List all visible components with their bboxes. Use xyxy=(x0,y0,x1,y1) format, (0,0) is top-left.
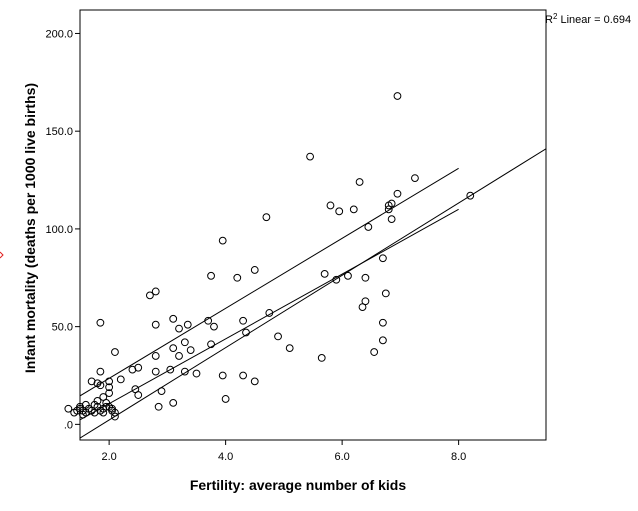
data-point xyxy=(183,320,192,329)
data-point xyxy=(111,348,119,356)
data-point xyxy=(180,367,189,376)
data-point xyxy=(151,352,160,360)
data-point xyxy=(355,178,364,186)
y-tick-label: 50.0 xyxy=(52,322,73,334)
data-point xyxy=(326,201,335,210)
data-point xyxy=(218,236,227,245)
data-point xyxy=(166,365,175,374)
data-point xyxy=(93,397,102,405)
axis-ticks: 2.0 4.0 6.0 8.0 .0 50.0 100.0 150.0 200.0 xyxy=(45,28,466,463)
r-squared-annotation: R2 Linear = 0.694 xyxy=(545,12,631,26)
r-squared-value: Linear = 0.694 xyxy=(557,14,631,26)
data-point xyxy=(146,291,154,300)
data-point xyxy=(242,328,250,337)
data-point xyxy=(379,318,387,327)
data-point xyxy=(250,377,259,386)
y-tick-label: 150.0 xyxy=(45,126,73,138)
data-point xyxy=(151,320,160,329)
y-tick-label: 200.0 xyxy=(45,28,73,40)
data-point xyxy=(134,391,143,399)
regression-line xyxy=(80,148,546,439)
data-point xyxy=(175,324,183,333)
data-point xyxy=(154,402,163,411)
data-point xyxy=(361,297,370,306)
data-point xyxy=(381,289,390,298)
data-points xyxy=(64,92,475,421)
data-point xyxy=(169,314,178,323)
data-point xyxy=(393,189,402,198)
data-point xyxy=(111,412,119,421)
data-point xyxy=(306,152,314,161)
data-point xyxy=(157,387,166,396)
data-point xyxy=(169,344,178,353)
data-point xyxy=(370,348,379,356)
data-point xyxy=(105,377,114,386)
data-point xyxy=(379,336,387,345)
x-tick-label: 6.0 xyxy=(334,451,349,463)
data-point xyxy=(175,352,183,360)
x-tick-label: 8.0 xyxy=(451,451,466,463)
data-point xyxy=(210,322,218,331)
x-axis-title: Fertility: average number of kids xyxy=(190,477,406,493)
data-point xyxy=(335,207,344,216)
data-point xyxy=(134,363,143,372)
data-point xyxy=(207,271,215,280)
data-point xyxy=(320,269,329,278)
data-point xyxy=(285,344,294,353)
data-point xyxy=(344,271,352,280)
data-point xyxy=(317,354,326,362)
data-point xyxy=(250,266,259,274)
confidence-band-lower xyxy=(80,208,459,421)
data-point xyxy=(207,340,215,349)
data-point xyxy=(186,346,195,354)
data-point xyxy=(105,383,114,392)
data-point xyxy=(96,367,105,376)
data-point xyxy=(151,367,160,376)
data-point xyxy=(151,287,160,296)
data-point xyxy=(466,191,475,200)
x-tick-label: 4.0 xyxy=(218,451,233,463)
y-tick-label: .0 xyxy=(64,419,73,431)
data-point xyxy=(349,205,358,214)
data-point xyxy=(332,275,341,284)
data-point xyxy=(180,338,189,347)
data-point xyxy=(116,375,125,384)
data-point xyxy=(218,371,227,380)
data-point xyxy=(204,316,213,325)
data-point xyxy=(96,381,105,390)
data-point xyxy=(169,398,178,407)
y-tick-label: 100.0 xyxy=(45,224,73,236)
data-point xyxy=(384,205,393,214)
data-point xyxy=(192,369,201,378)
plot-area xyxy=(79,9,547,441)
data-point xyxy=(96,318,105,327)
data-point xyxy=(387,215,396,224)
edge-marker xyxy=(0,251,4,259)
r-squared-r: R xyxy=(545,14,553,26)
y-axis-title: Infant mortality (deaths per 1000 live b… xyxy=(22,83,38,373)
data-point xyxy=(221,395,230,403)
data-point xyxy=(411,174,419,182)
data-point xyxy=(364,223,373,231)
confidence-band-upper xyxy=(80,167,459,397)
data-point xyxy=(265,309,274,317)
data-point xyxy=(64,404,73,413)
x-tick-label: 2.0 xyxy=(101,451,116,463)
data-point xyxy=(379,254,387,263)
data-point xyxy=(111,408,119,417)
data-point xyxy=(361,273,370,282)
fit-lines xyxy=(80,148,546,439)
data-point xyxy=(233,273,242,282)
data-point xyxy=(393,92,402,100)
data-point xyxy=(262,213,271,222)
data-point xyxy=(274,332,282,341)
data-point xyxy=(105,389,114,397)
data-point xyxy=(239,371,248,380)
data-point xyxy=(239,316,248,325)
r-squared-exponent: 2 xyxy=(553,12,558,21)
